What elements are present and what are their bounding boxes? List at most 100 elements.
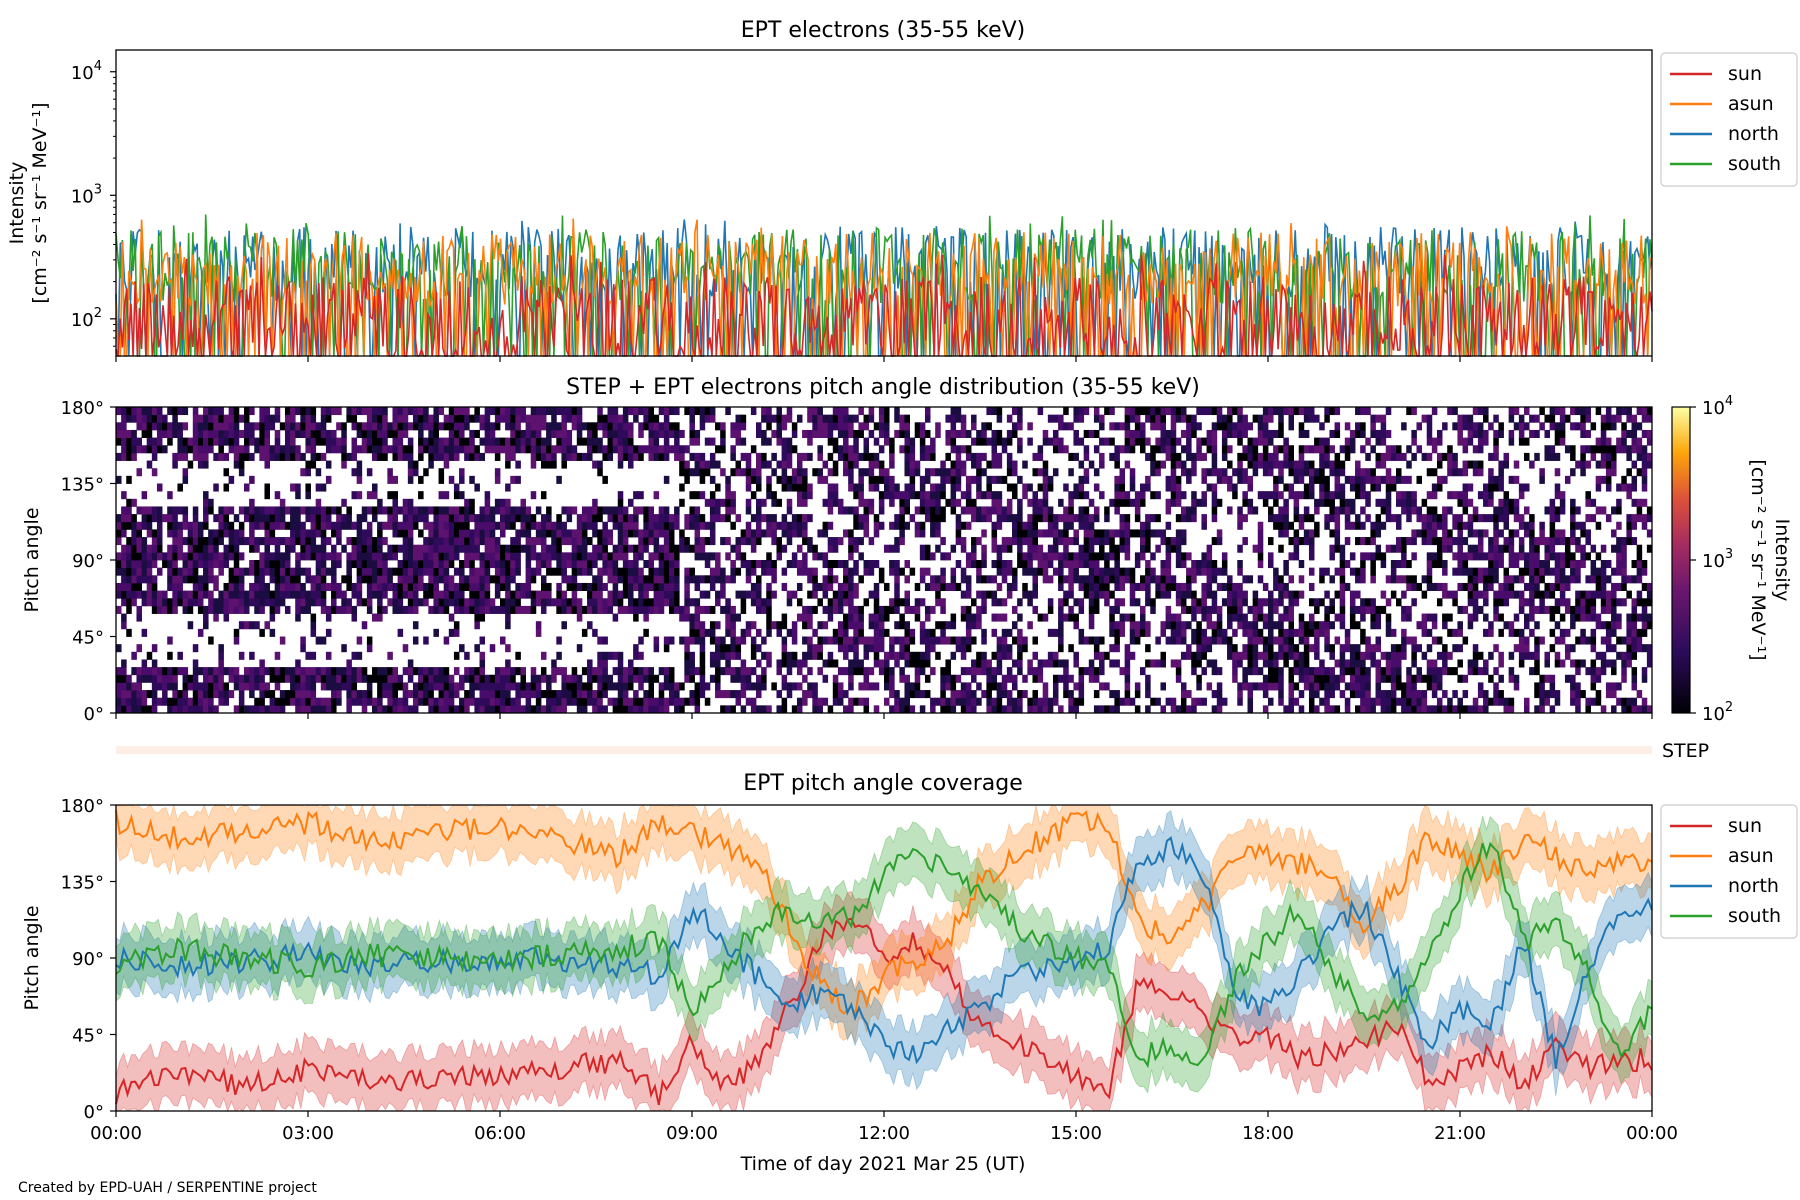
heatmap-cell xyxy=(238,575,245,584)
heatmap-cell xyxy=(208,422,214,431)
heatmap-cell xyxy=(187,674,194,683)
heatmap-cell xyxy=(510,475,516,484)
heatmap-cell xyxy=(704,575,711,584)
heatmap-cell xyxy=(689,407,695,416)
heatmap-cell xyxy=(484,445,491,454)
heatmap-cell xyxy=(1017,552,1023,561)
heatmap-cell xyxy=(438,422,445,431)
heatmap-cell xyxy=(116,537,122,546)
heatmap-cell xyxy=(382,422,388,431)
heatmap-column xyxy=(1104,407,1110,714)
heatmap-cell xyxy=(254,674,260,683)
heatmap-column xyxy=(218,407,224,706)
heatmap-cell xyxy=(1155,514,1161,523)
heatmap-column xyxy=(689,407,695,706)
heatmap-cell xyxy=(469,598,475,607)
heatmap-cell xyxy=(981,560,987,569)
heatmap-cell xyxy=(259,407,265,416)
heatmap-cell xyxy=(694,705,701,714)
heatmap-column xyxy=(612,407,619,714)
heatmap-cell xyxy=(351,690,358,699)
heatmap-cell xyxy=(889,674,895,683)
heatmap-cell xyxy=(761,651,767,660)
heatmap-cell xyxy=(1027,422,1033,431)
heatmap-cell xyxy=(315,667,322,676)
heatmap-cell xyxy=(996,690,1003,699)
heatmap-cell xyxy=(894,429,900,438)
heatmap-cell xyxy=(684,613,690,622)
heatmap-cell xyxy=(617,529,624,538)
heatmap-cell xyxy=(674,422,680,431)
heatmap-cell xyxy=(146,567,153,576)
heatmap-column xyxy=(284,407,291,706)
heatmap-cell xyxy=(223,560,230,569)
heatmap-cell xyxy=(453,407,460,416)
heatmap-column xyxy=(924,407,931,699)
heatmap-cell xyxy=(162,552,168,561)
heatmap-cell xyxy=(515,598,521,607)
heatmap-cell xyxy=(617,437,624,446)
heatmap-cell xyxy=(1052,567,1059,576)
heatmap-cell xyxy=(249,521,255,530)
heatmap-cell xyxy=(177,429,183,438)
heatmap-cell xyxy=(264,567,270,576)
heatmap-column xyxy=(428,414,434,714)
heatmap-cell xyxy=(228,414,235,423)
heatmap-cell xyxy=(546,529,552,538)
heatmap-cell xyxy=(965,575,972,584)
heatmap-cell xyxy=(484,605,491,614)
heatmap-cell xyxy=(1078,674,1085,683)
heatmap-cell xyxy=(704,460,711,469)
heatmap-cell xyxy=(177,483,183,492)
heatmap-cell xyxy=(310,598,317,607)
heatmap-cell xyxy=(1042,690,1049,699)
heatmap-cell xyxy=(223,529,230,538)
heatmap-cell xyxy=(837,452,844,461)
heatmap-cell xyxy=(264,521,270,530)
heatmap-cell xyxy=(172,460,178,469)
heatmap-cell xyxy=(689,659,695,668)
heatmap-cell xyxy=(1058,674,1064,683)
heatmap-cell xyxy=(1124,445,1131,454)
heatmap-cell xyxy=(244,567,250,576)
heatmap-cell xyxy=(996,636,1003,645)
heatmap-cell xyxy=(520,521,526,530)
heatmap-cell xyxy=(1012,422,1018,431)
heatmap-cell xyxy=(284,575,291,584)
heatmap-cell xyxy=(387,682,393,691)
heatmap-cell xyxy=(1027,498,1033,507)
heatmap-cell xyxy=(1150,567,1156,576)
heatmap-cell xyxy=(996,452,1003,461)
heatmap-cell xyxy=(433,407,439,416)
heatmap-cell xyxy=(971,452,977,461)
heatmap-cell xyxy=(474,567,480,576)
heatmap-cell xyxy=(761,529,767,538)
heatmap-column xyxy=(796,414,803,714)
heatmap-cell xyxy=(500,437,506,446)
heatmap-cell xyxy=(469,445,475,454)
heatmap-cell xyxy=(884,483,890,492)
heatmap-cell xyxy=(305,590,311,599)
heatmap-cell xyxy=(520,544,526,553)
heatmap-cell xyxy=(331,567,337,576)
heatmap-cell xyxy=(141,667,148,676)
heatmap-cell xyxy=(325,567,332,576)
heatmap-cell xyxy=(233,514,240,523)
heatmap-cell xyxy=(663,529,670,538)
heatmap-cell xyxy=(208,414,214,423)
heatmap-cell xyxy=(694,429,701,438)
heatmap-cell xyxy=(556,552,562,561)
heatmap-cell xyxy=(320,407,327,416)
heatmap-cell xyxy=(1042,567,1049,576)
heatmap-cell xyxy=(1088,529,1095,538)
heatmap-cell xyxy=(402,498,409,507)
heatmap-cell xyxy=(643,407,649,416)
heatmap-cell xyxy=(694,690,701,699)
heatmap-cell xyxy=(868,567,875,576)
heatmap-cell xyxy=(520,705,526,714)
heatmap-cell xyxy=(1037,452,1044,461)
heatmap-cell xyxy=(356,537,363,546)
heatmap-cell xyxy=(551,690,557,699)
heatmap-cell xyxy=(597,659,603,668)
heatmap-cell xyxy=(151,514,158,523)
